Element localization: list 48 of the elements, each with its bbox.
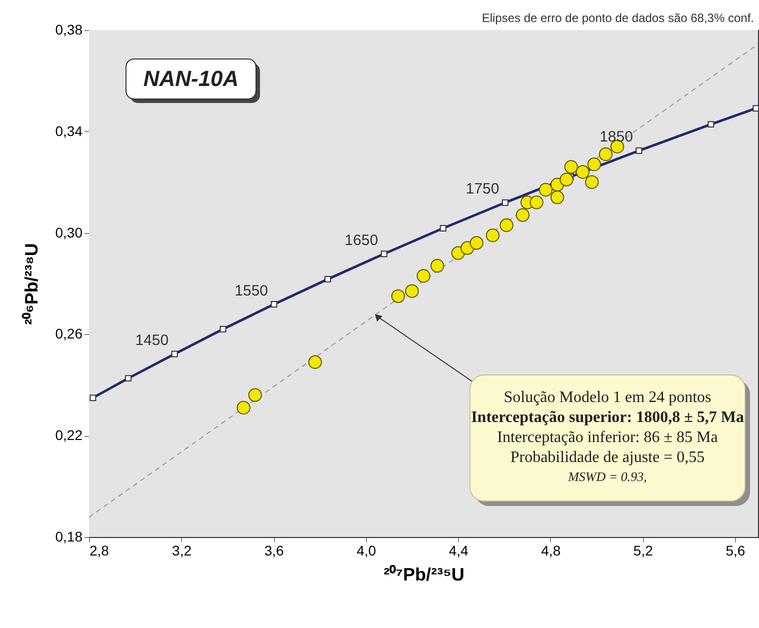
annotation: Solução Modelo 1 em 24 pontos <box>504 389 712 406</box>
y-tick-label: 0,34 <box>55 122 83 139</box>
annotation: 1750 <box>466 180 500 198</box>
y-tick-label: 0,22 <box>55 427 83 444</box>
point <box>516 208 530 222</box>
point <box>564 160 578 174</box>
point <box>576 165 590 179</box>
point <box>530 196 544 210</box>
annotation: 1650 <box>344 232 378 249</box>
chart-subtitle: Elipses de erro de ponto de dados são 68,3% conf. <box>482 11 754 25</box>
annotation: Probabilidade de ajuste = 0,55 <box>510 449 705 466</box>
point <box>248 388 262 402</box>
point <box>550 190 564 204</box>
point <box>598 147 613 162</box>
point <box>585 175 599 189</box>
y-tick-label: 0,30 <box>55 224 83 240</box>
y-axis-title: ²⁰⁶Pb/²³⁸U <box>21 243 42 325</box>
x-tick-label: 4,0 <box>356 542 376 558</box>
annotation: MSWD = 0.93, <box>567 469 647 484</box>
annotation: 1550 <box>234 282 268 300</box>
point <box>430 258 444 273</box>
point <box>416 269 430 283</box>
annotation: 1850 <box>600 128 633 146</box>
annotation: Interceptação superior: 1800,8 ± 5,7 Ma <box>471 409 744 426</box>
point <box>470 236 484 250</box>
x-tick-label: 2,8 <box>90 542 110 558</box>
annotation: Interceptação inferior: 86 ± 85 Ma <box>497 429 718 446</box>
x-tick-label: 5,2 <box>633 542 654 558</box>
point <box>560 172 574 186</box>
y-tick-label: 0,18 <box>55 528 83 544</box>
point <box>308 355 322 369</box>
annotation: 1450 <box>135 332 169 349</box>
text: NAN-10A <box>143 66 239 91</box>
x-tick-label: 5,6 <box>726 542 746 558</box>
x-tick-label: 3,6 <box>264 542 284 558</box>
point <box>405 284 419 298</box>
x-tick-label: 4,8 <box>541 542 561 558</box>
point <box>236 400 250 415</box>
point <box>391 289 405 303</box>
y-tick-label: 0,38 <box>55 22 83 38</box>
x-tick-label: 4,4 <box>448 542 469 558</box>
point <box>587 158 602 172</box>
point <box>486 228 500 242</box>
point <box>500 218 514 232</box>
x-tick-label: 3,2 <box>172 542 192 558</box>
point <box>538 182 553 197</box>
x-axis-title: ²⁰⁷Pb/²³⁵U <box>384 564 464 584</box>
y-tick-label: 0,26 <box>55 326 83 342</box>
